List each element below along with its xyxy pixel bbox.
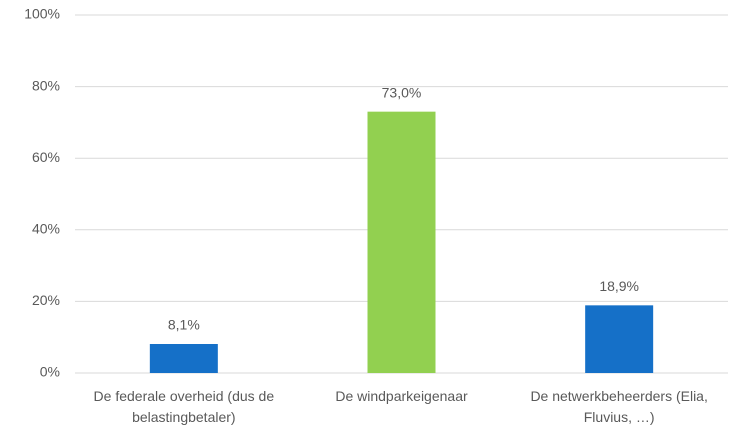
- y-tick-label: 20%: [32, 292, 60, 308]
- y-tick-label: 0%: [40, 364, 60, 380]
- data-label: 8,1%: [168, 317, 200, 333]
- bar: [367, 111, 436, 373]
- x-tick-label: De federale overheid (dus de belastingbe…: [93, 388, 275, 425]
- data-label: 18,9%: [599, 278, 639, 294]
- y-tick-label: 40%: [32, 221, 60, 237]
- data-label: 73,0%: [382, 84, 422, 100]
- bar: [585, 305, 654, 373]
- y-tick-label: 100%: [24, 6, 60, 22]
- y-tick-label: 80%: [32, 77, 60, 93]
- x-tick-label: De windparkeigenaar: [335, 388, 468, 404]
- y-tick-label: 60%: [32, 149, 60, 165]
- x-tick-label: De netwerkbeheerders (Elia, Fluvius, …): [530, 388, 708, 425]
- bar: [149, 344, 218, 373]
